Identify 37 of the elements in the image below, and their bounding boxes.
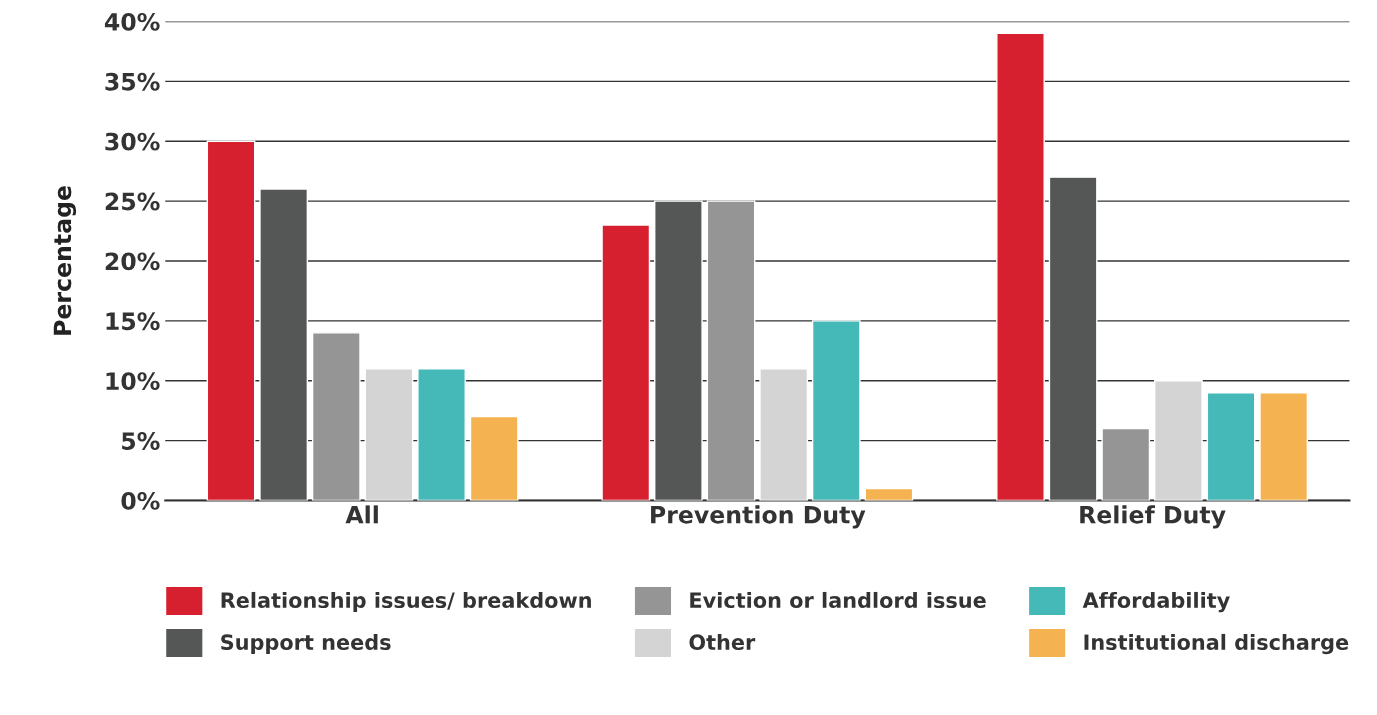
bar — [654, 200, 703, 501]
bar — [864, 487, 914, 501]
y-tick-label: 25% — [105, 192, 160, 211]
y-tick-label: 5% — [122, 432, 160, 450]
bar — [1048, 176, 1098, 501]
y-tick-label: 10% — [106, 372, 160, 391]
legend-label: Institutional discharge — [1084, 633, 1349, 655]
legend-label: Eviction or landlord issue — [690, 591, 986, 609]
bar — [1259, 392, 1309, 501]
bar — [364, 368, 414, 501]
legend-label: Other — [689, 633, 756, 651]
y-tick-label: 0% — [121, 491, 160, 510]
legend-label: Affordability — [1082, 591, 1230, 613]
y-tick-label: 30% — [105, 132, 160, 151]
bar — [996, 32, 1045, 501]
bar — [1206, 392, 1256, 501]
bar — [1101, 427, 1151, 501]
bar — [206, 140, 256, 501]
y-tick-label: 20% — [105, 252, 160, 271]
bar — [811, 320, 861, 501]
bar — [417, 368, 466, 501]
y-tick-label: 15% — [106, 312, 160, 331]
x-tick-label: All — [345, 505, 378, 524]
y-tick-label: 40% — [104, 12, 160, 31]
bar — [601, 224, 651, 501]
bar — [1154, 380, 1203, 501]
y-axis-title: Percentage — [53, 186, 77, 335]
x-tick-label: Relief Duty — [1080, 505, 1226, 529]
bar — [759, 368, 809, 501]
bar — [469, 415, 519, 501]
bar — [259, 188, 309, 501]
legend-label: Relationship issues/ breakdown — [221, 591, 591, 613]
bar — [311, 332, 361, 501]
y-tick-label: 35% — [105, 72, 160, 91]
legend-label: Support needs — [221, 633, 391, 655]
x-tick-label: Prevention Duty — [651, 505, 866, 529]
bar — [706, 200, 756, 501]
